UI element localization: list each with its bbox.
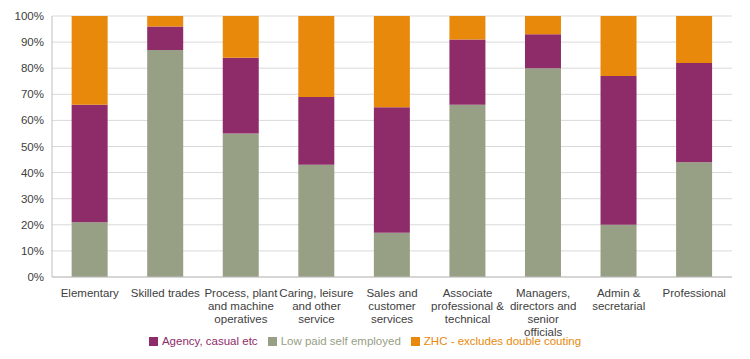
html-text:Low paid self employed: Low paid self employed [280, 335, 401, 347]
svg-text:0%: 0% [27, 271, 44, 283]
svg-text:Managers,directors andseniorof: Managers,directors andseniorofficials [510, 287, 576, 338]
svg-text:Process, plantand machineopera: Process, plantand machineoperatives [204, 287, 278, 325]
html-text:Agency, casual etc: Agency, casual etc [161, 335, 258, 347]
svg-text:Professional: Professional [663, 287, 726, 299]
svg-text:70%: 70% [21, 88, 44, 100]
svg-text:Skilled trades: Skilled trades [131, 287, 200, 299]
svg-text:50%: 50% [21, 141, 44, 153]
html-text:ZHC - excludes double couting: ZHC - excludes double couting [423, 335, 582, 347]
svg-text:30%: 30% [21, 193, 44, 205]
svg-text:40%: 40% [21, 167, 44, 179]
svg-text:80%: 80% [21, 62, 44, 74]
svg-text:60%: 60% [21, 114, 44, 126]
svg-text:10%: 10% [21, 245, 44, 257]
svg-text:Elementary: Elementary [61, 287, 119, 299]
svg-text:Sales andcustomerservices: Sales andcustomerservices [366, 287, 417, 325]
svg-text:Caring, leisureand otherservic: Caring, leisureand otherservice [279, 287, 353, 325]
svg-text:90%: 90% [21, 36, 44, 48]
svg-text:20%: 20% [21, 219, 44, 231]
svg-text:100%: 100% [15, 10, 44, 22]
svg-text:Admin &secretarial: Admin &secretarial [592, 287, 645, 312]
svg-text:Associateprofessional &technic: Associateprofessional &technical [431, 287, 504, 325]
